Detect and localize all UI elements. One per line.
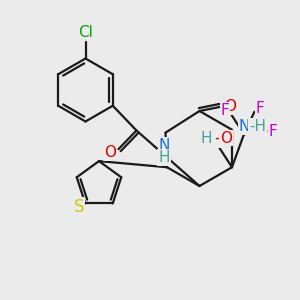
Text: H: H: [200, 131, 212, 146]
Text: -: -: [214, 129, 220, 147]
Text: O: O: [220, 131, 232, 146]
Text: N: N: [239, 119, 250, 134]
Text: -H: -H: [249, 119, 266, 134]
Text: Cl: Cl: [78, 25, 93, 40]
Text: N: N: [158, 138, 170, 153]
Text: F: F: [269, 124, 278, 139]
Text: F: F: [221, 103, 230, 118]
Text: S: S: [74, 198, 84, 216]
Text: F: F: [256, 101, 264, 116]
Text: H: H: [158, 150, 170, 165]
Text: O: O: [104, 145, 116, 160]
Text: O: O: [224, 99, 236, 114]
